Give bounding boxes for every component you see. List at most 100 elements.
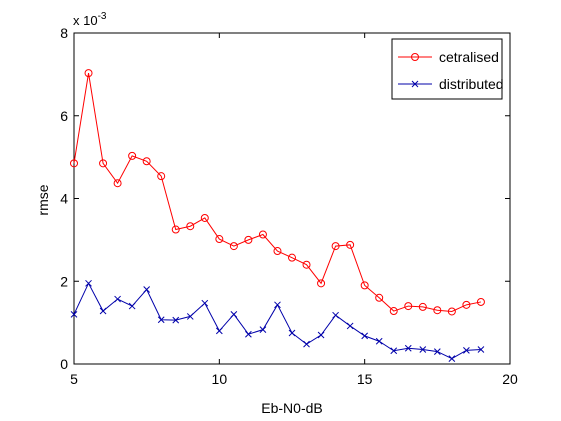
- legend-entry: distributed: [398, 76, 504, 92]
- data-point-stroke: [99, 307, 107, 315]
- data-point-stroke: [245, 330, 252, 338]
- data-point: [143, 286, 151, 293]
- data-point-stroke: [332, 311, 339, 319]
- data-point: [419, 346, 427, 353]
- data-point: [172, 316, 180, 324]
- x-axis-label: Eb-N0-dB: [261, 400, 322, 416]
- legend-label: distributed: [439, 76, 504, 92]
- y-axis-label: rmse: [35, 184, 51, 215]
- data-point-stroke: [201, 299, 209, 307]
- data-point-stroke: [463, 346, 470, 354]
- data-point: [360, 281, 369, 290]
- data-point: [463, 346, 470, 354]
- data-point: [411, 53, 419, 61]
- data-point: [448, 355, 456, 362]
- data-point-stroke: [390, 347, 398, 355]
- data-point: [274, 301, 281, 309]
- data-point: [477, 346, 485, 353]
- data-point-stroke: [303, 340, 310, 348]
- data-point: [288, 253, 296, 262]
- series-line: [73, 73, 482, 312]
- y-exponent-power: -3: [98, 11, 107, 22]
- data-point: [259, 326, 267, 334]
- data-point-stroke: [172, 316, 180, 324]
- data-point: [361, 332, 369, 340]
- data-point: [273, 247, 282, 256]
- data-point: [332, 311, 339, 319]
- data-point-stroke: [230, 310, 238, 318]
- data-point: [114, 295, 121, 303]
- data-point: [128, 151, 137, 160]
- data-point-stroke: [411, 80, 419, 88]
- x-tick-label: 5: [70, 371, 78, 387]
- legend-box: [391, 38, 503, 100]
- data-point: [476, 297, 485, 306]
- data-point: [186, 222, 195, 231]
- data-point: [70, 310, 78, 318]
- data-point: [447, 307, 456, 316]
- data-point: [462, 300, 471, 309]
- data-point-stroke: [375, 337, 383, 345]
- data-point: [70, 159, 78, 168]
- data-point-stroke: [448, 355, 456, 362]
- data-point: [99, 307, 107, 315]
- x-tick-label: 15: [357, 371, 373, 387]
- data-point: [433, 306, 442, 315]
- data-point: [404, 344, 412, 352]
- y-tick-label: 4: [60, 191, 68, 207]
- data-point: [201, 299, 209, 307]
- data-point-stroke: [477, 346, 485, 353]
- data-point: [84, 69, 93, 78]
- series-layer: [70, 69, 485, 362]
- data-point: [215, 235, 224, 244]
- data-point-stroke: [143, 286, 151, 293]
- data-point: [229, 242, 238, 251]
- legend-label: cetralised: [439, 49, 499, 65]
- data-point-stroke: [157, 316, 165, 324]
- data-point-stroke: [288, 329, 296, 337]
- data-point: [303, 340, 310, 348]
- y-tick-label: 6: [60, 108, 68, 124]
- legend: cetralised distributed: [391, 38, 504, 100]
- axes-layer: 5 10 15 20 0 2 4 6 8: [60, 25, 518, 387]
- data-point: [113, 179, 122, 188]
- data-point: [258, 230, 267, 239]
- data-point: [317, 279, 326, 288]
- data-point: [288, 329, 296, 337]
- series-distributed: [70, 279, 485, 362]
- data-point: [200, 213, 209, 222]
- data-point: [244, 235, 253, 244]
- y-exponent-label: x 10-3: [73, 11, 107, 28]
- data-point-stroke: [346, 322, 354, 330]
- data-point-stroke: [215, 327, 223, 335]
- data-point-stroke: [404, 344, 412, 352]
- data-point-stroke: [186, 313, 194, 320]
- data-point: [99, 159, 108, 168]
- data-point: [142, 157, 151, 166]
- y-tick-label: 2: [60, 273, 68, 289]
- x-tick-label: 20: [502, 371, 518, 387]
- data-point-stroke: [274, 301, 281, 309]
- data-point-stroke: [433, 348, 441, 355]
- data-point-stroke: [259, 326, 267, 334]
- data-point: [390, 347, 398, 355]
- data-point-stroke: [419, 346, 427, 353]
- data-point-stroke: [70, 310, 78, 318]
- data-point: [302, 260, 311, 269]
- data-point: [404, 302, 413, 311]
- data-point: [389, 307, 398, 316]
- series-cetralised: [70, 69, 485, 316]
- data-point-stroke: [361, 332, 369, 340]
- data-point: [346, 322, 354, 330]
- data-point: [157, 316, 165, 324]
- data-point: [215, 327, 223, 335]
- data-point: [128, 302, 136, 310]
- y-exponent-base: x 10: [73, 13, 98, 28]
- data-point: [375, 293, 384, 302]
- data-point: [85, 279, 92, 287]
- data-point: [375, 337, 383, 345]
- data-point: [157, 172, 166, 181]
- data-point: [245, 330, 252, 338]
- data-point: [186, 313, 194, 320]
- data-point: [230, 310, 238, 318]
